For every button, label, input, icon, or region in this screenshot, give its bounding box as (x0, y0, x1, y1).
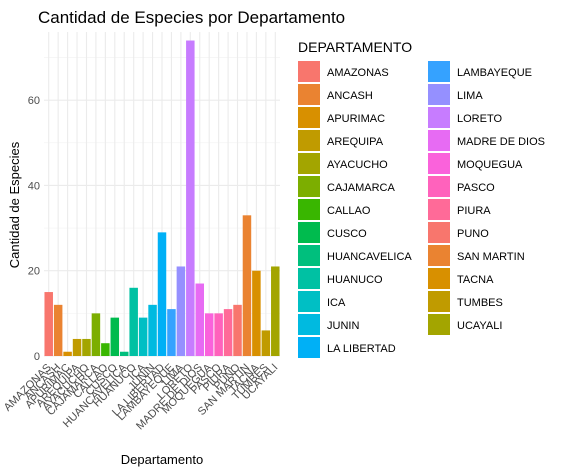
legend-key (298, 130, 320, 151)
bar (167, 309, 176, 356)
legend-key (298, 337, 320, 358)
legend-label: ANCASH (327, 90, 373, 102)
legend-key (428, 176, 450, 197)
bar (44, 292, 53, 356)
legend-label: UCAYALI (457, 320, 502, 332)
legend-key (428, 153, 450, 174)
legend-label: TACNA (457, 274, 494, 286)
bar (82, 338, 91, 356)
legend-key (298, 291, 320, 312)
legend-key (298, 84, 320, 105)
legend-key (428, 245, 450, 266)
legend-key (298, 61, 320, 82)
legend-label: HUANUCO (327, 274, 383, 286)
legend-key (298, 176, 320, 197)
x-axis-title: Departamento (121, 452, 203, 467)
bar (119, 351, 129, 356)
bar (129, 287, 138, 356)
bar (138, 317, 148, 356)
legend-label: TUMBES (457, 297, 503, 309)
y-tick-label: 40 (28, 180, 40, 192)
legend-label: AREQUIPA (327, 136, 384, 148)
bar (91, 313, 101, 356)
legend-label: ICA (327, 297, 346, 309)
legend-key (298, 245, 320, 266)
legend-key (428, 130, 450, 151)
legend-label: AYACUCHO (327, 159, 388, 171)
bar (176, 266, 186, 356)
bar (148, 304, 157, 356)
bar (214, 313, 223, 356)
legend-label: APURIMAC (327, 113, 385, 125)
y-tick-label: 60 (28, 95, 40, 107)
legend-label: PUNO (457, 228, 489, 240)
x-axis-ticks: AMAZONASANCASHAPURIMACAREQUIPAAYACUCHOCA… (2, 361, 281, 432)
legend-label: CALLAO (327, 205, 371, 217)
bar (261, 330, 271, 356)
bar (233, 304, 242, 356)
legend-label: LAMBAYEQUE (457, 67, 532, 79)
y-tick-label: 20 (28, 266, 40, 278)
legend-label: CAJAMARCA (327, 182, 396, 194)
legend-key (298, 222, 320, 243)
bar (72, 338, 82, 356)
legend-key (428, 268, 450, 289)
legend-label: AMAZONAS (327, 67, 389, 79)
y-axis-ticks: 0 20 40 60 (28, 95, 40, 363)
bar (53, 304, 63, 356)
legend-key (298, 153, 320, 174)
bar (223, 309, 233, 356)
legend-label: LIMA (457, 90, 483, 102)
legend-key (298, 199, 320, 220)
legend-key (428, 314, 450, 335)
bar (63, 351, 72, 356)
legend-label: CUSCO (327, 228, 367, 240)
legend-key (298, 314, 320, 335)
bar (157, 232, 167, 356)
legend-key (428, 61, 450, 82)
y-axis-title: Cantidad de Especies (7, 141, 22, 268)
bar (110, 317, 120, 356)
legend-key (428, 199, 450, 220)
bar (101, 343, 110, 356)
legend-label: MADRE DE DIOS (457, 136, 545, 148)
legend-label: LA LIBERTAD (327, 343, 396, 355)
legend-key (428, 107, 450, 128)
legend-label: MOQUEGUA (457, 159, 523, 171)
y-tick-label: 0 (34, 351, 40, 363)
legend-key (428, 291, 450, 312)
legend-key (428, 84, 450, 105)
legend-label: PIURA (457, 205, 491, 217)
chart-title: Cantidad de Especies por Departamento (38, 8, 345, 27)
legend-key (298, 107, 320, 128)
legend-label: SAN MARTIN (457, 251, 525, 263)
legend-label: PASCO (457, 182, 495, 194)
bar (242, 215, 252, 356)
bars (44, 40, 280, 357)
bar (252, 270, 261, 356)
legend-label: HUANCAVELICA (327, 251, 412, 263)
bar (186, 40, 195, 357)
legend-key (428, 222, 450, 243)
legend-key (298, 268, 320, 289)
bar (195, 283, 205, 356)
bar (204, 313, 214, 356)
legend-label: JUNIN (327, 320, 359, 332)
bar (271, 266, 280, 356)
legend-label: LORETO (457, 113, 502, 125)
legend: DEPARTAMENTO AMAZONAS ANCASH APURIMAC AREQU… (298, 39, 545, 358)
legend-title: DEPARTAMENTO (298, 39, 412, 55)
